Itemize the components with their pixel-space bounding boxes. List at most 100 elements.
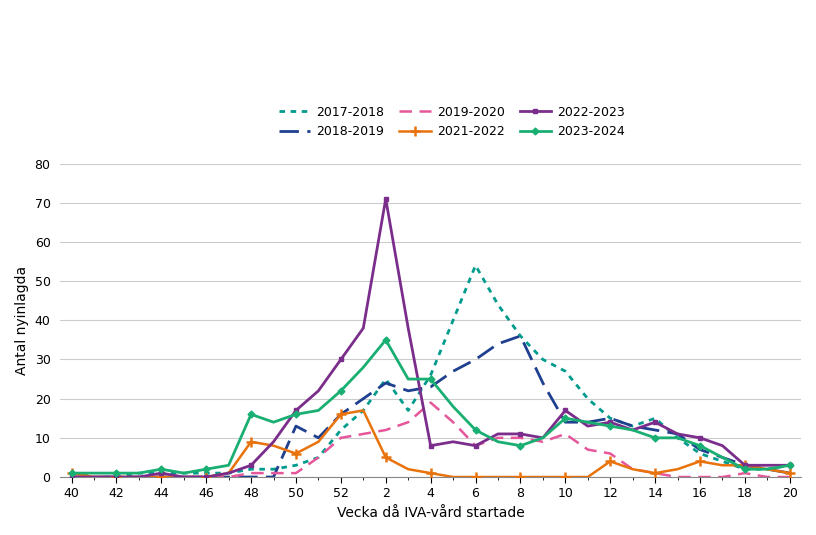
2017-2018 xyxy=(672,434,682,441)
2022-2023 xyxy=(650,419,660,425)
2018-2019 xyxy=(202,474,211,480)
2019-2020 xyxy=(672,474,682,480)
2019-2020 xyxy=(179,474,188,480)
2018-2019 xyxy=(224,474,233,480)
2023-2024 xyxy=(740,466,750,472)
2022-2023 xyxy=(717,442,727,449)
2021-2022 xyxy=(628,466,637,472)
2023-2024 xyxy=(493,439,503,445)
2021-2022 xyxy=(426,470,436,476)
2017-2018 xyxy=(538,356,548,363)
2022-2023 xyxy=(561,407,570,414)
2022-2023 xyxy=(89,474,99,480)
2017-2018 xyxy=(134,470,144,476)
2023-2024 xyxy=(67,470,77,476)
2023-2024 xyxy=(583,419,592,425)
Line: 2022-2023: 2022-2023 xyxy=(69,196,792,479)
2023-2024 xyxy=(717,454,727,461)
2023-2024 xyxy=(785,462,795,469)
2023-2024 xyxy=(89,470,99,476)
2023-2024 xyxy=(179,470,188,476)
2017-2018 xyxy=(695,450,705,457)
2018-2019 xyxy=(672,431,682,437)
2021-2022 xyxy=(89,474,99,480)
Line: 2023-2024: 2023-2024 xyxy=(69,338,792,476)
2019-2020 xyxy=(89,474,99,480)
2017-2018 xyxy=(179,470,188,476)
2019-2020 xyxy=(291,470,301,476)
2022-2023 xyxy=(785,462,795,469)
Line: 2017-2018: 2017-2018 xyxy=(72,265,790,477)
2021-2022 xyxy=(762,466,772,472)
2018-2019 xyxy=(650,427,660,433)
2023-2024 xyxy=(538,434,548,441)
2017-2018 xyxy=(605,415,615,422)
2022-2023 xyxy=(740,462,750,469)
2017-2018 xyxy=(471,262,481,269)
2018-2019 xyxy=(493,341,503,347)
2017-2018 xyxy=(650,415,660,422)
2022-2023 xyxy=(336,356,346,363)
2019-2020 xyxy=(561,431,570,437)
2021-2022 xyxy=(202,474,211,480)
2023-2024 xyxy=(426,376,436,383)
2019-2020 xyxy=(762,474,772,480)
2022-2023 xyxy=(538,434,548,441)
2019-2020 xyxy=(740,470,750,476)
2019-2020 xyxy=(538,439,548,445)
2023-2024 xyxy=(336,388,346,394)
2022-2023 xyxy=(471,442,481,449)
2023-2024 xyxy=(448,403,458,410)
2022-2023 xyxy=(605,419,615,425)
2021-2022 xyxy=(358,407,368,414)
2018-2019 xyxy=(695,446,705,453)
2017-2018 xyxy=(448,317,458,324)
2023-2024 xyxy=(605,423,615,429)
Legend: 2017-2018, 2018-2019, 2019-2020, 2021-2022, 2022-2023, 2023-2024: 2017-2018, 2018-2019, 2019-2020, 2021-20… xyxy=(274,101,630,143)
2023-2024 xyxy=(202,466,211,472)
2018-2019 xyxy=(785,470,795,476)
2023-2024 xyxy=(650,434,660,441)
Y-axis label: Antal nyinlagda: Antal nyinlagda xyxy=(15,266,29,375)
2023-2024 xyxy=(628,427,637,433)
2022-2023 xyxy=(179,474,188,480)
2018-2019 xyxy=(740,462,750,469)
2019-2020 xyxy=(403,419,413,425)
2021-2022 xyxy=(112,474,122,480)
2019-2020 xyxy=(157,474,166,480)
2021-2022 xyxy=(448,474,458,480)
2019-2020 xyxy=(134,474,144,480)
2018-2019 xyxy=(89,474,99,480)
2019-2020 xyxy=(67,474,77,480)
2019-2020 xyxy=(426,399,436,406)
2017-2018 xyxy=(246,466,256,472)
2019-2020 xyxy=(785,474,795,480)
2022-2023 xyxy=(628,427,637,433)
2022-2023 xyxy=(583,423,592,429)
2021-2022 xyxy=(695,458,705,464)
2021-2022 xyxy=(268,442,278,449)
2023-2024 xyxy=(516,442,526,449)
2022-2023 xyxy=(202,474,211,480)
2021-2022 xyxy=(224,470,233,476)
2018-2019 xyxy=(291,423,301,429)
2017-2018 xyxy=(516,333,526,339)
2022-2023 xyxy=(381,196,391,202)
Line: 2018-2019: 2018-2019 xyxy=(72,336,790,477)
2021-2022 xyxy=(313,439,323,445)
2018-2019 xyxy=(762,466,772,472)
2021-2022 xyxy=(246,439,256,445)
2018-2019 xyxy=(628,423,637,429)
2021-2022 xyxy=(740,462,750,469)
2023-2024 xyxy=(358,364,368,371)
2018-2019 xyxy=(313,434,323,441)
2021-2022 xyxy=(538,474,548,480)
2017-2018 xyxy=(358,407,368,414)
2022-2023 xyxy=(224,470,233,476)
2017-2018 xyxy=(89,474,99,480)
2021-2022 xyxy=(381,454,391,461)
2018-2019 xyxy=(561,419,570,425)
2017-2018 xyxy=(224,470,233,476)
2017-2018 xyxy=(268,466,278,472)
2022-2023 xyxy=(291,407,301,414)
